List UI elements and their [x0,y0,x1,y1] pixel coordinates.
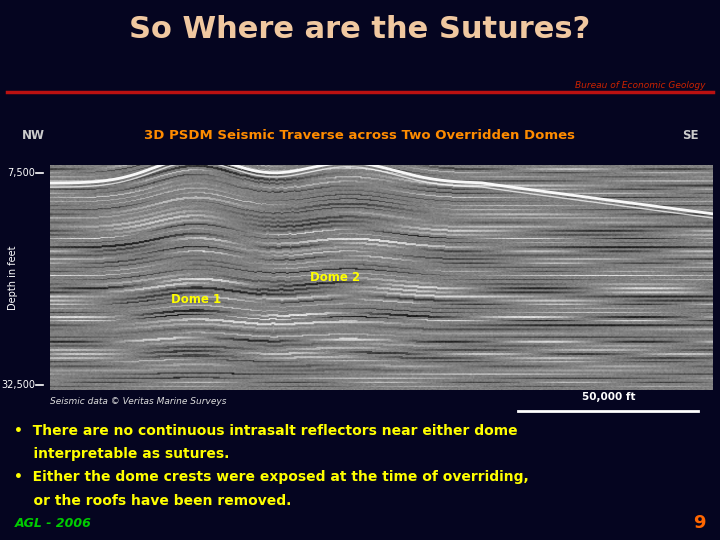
Text: NW: NW [22,129,45,142]
Text: AGL - 2006: AGL - 2006 [14,517,91,530]
Text: •  There are no continuous intrasalt reflectors near either dome: • There are no continuous intrasalt refl… [14,424,518,438]
Text: •  Either the dome crests were exposed at the time of overriding,: • Either the dome crests were exposed at… [14,470,529,484]
Text: Depth in feet: Depth in feet [8,245,17,309]
Text: Dome 2: Dome 2 [310,271,360,284]
Text: 32,500: 32,500 [1,380,35,390]
Text: 7,500: 7,500 [7,167,35,178]
Text: SE: SE [682,129,698,142]
Text: 50,000 ft: 50,000 ft [582,393,635,402]
Text: or the roofs have been removed.: or the roofs have been removed. [14,494,292,508]
Text: Bureau of Economic Geology: Bureau of Economic Geology [575,81,706,90]
Text: 3D PSDM Seismic Traverse across Two Overridden Domes: 3D PSDM Seismic Traverse across Two Over… [145,129,575,142]
Text: So Where are the Sutures?: So Where are the Sutures? [130,16,590,44]
Text: Seismic data © Veritas Marine Surveys: Seismic data © Veritas Marine Surveys [50,397,227,407]
Text: interpretable as sutures.: interpretable as sutures. [14,447,230,461]
Text: 9: 9 [693,515,706,532]
Text: Dome 1: Dome 1 [171,293,221,306]
